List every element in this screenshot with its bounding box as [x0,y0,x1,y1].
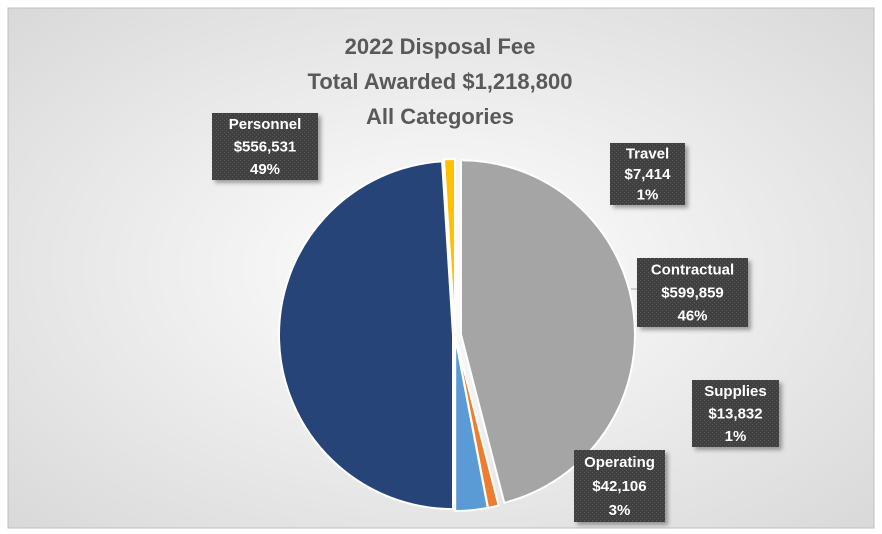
label-category: Supplies [704,383,767,400]
pie-slice [459,159,636,504]
chart-title: 2022 Disposal Fee [345,34,536,59]
label-category: Personnel [229,116,302,133]
label-category: Travel [626,145,669,162]
chart-title: Total Awarded $1,218,800 [308,69,573,94]
label-percent: 1% [637,187,659,204]
label-amount: $42,106 [592,478,646,495]
pie-slice [277,160,455,511]
label-amount: $556,531 [234,138,297,155]
data-label: Contractual $599,859 46% [637,258,748,327]
label-box [637,258,748,327]
label-category: Operating [584,454,655,471]
label-box [212,113,318,180]
label-box [610,143,685,205]
data-label: Travel $7,414 1% [610,143,685,205]
data-label: Supplies $13,832 1% [692,380,779,447]
label-percent: 46% [677,307,707,324]
label-amount: $599,859 [661,284,724,301]
pie-slice [454,336,489,512]
data-label: Personnel $556,531 49% [212,113,318,180]
label-amount: $7,414 [625,166,672,183]
label-category: Contractual [651,261,734,278]
label-box [574,450,665,522]
data-label: Operating $42,106 3% [574,450,665,522]
chart-title: All Categories [366,104,514,129]
label-percent: 3% [609,502,631,519]
label-amount: $13,832 [708,405,762,422]
label-percent: 1% [725,428,747,445]
label-percent: 49% [250,161,280,178]
pie-slice [442,158,456,334]
label-box [692,380,779,447]
